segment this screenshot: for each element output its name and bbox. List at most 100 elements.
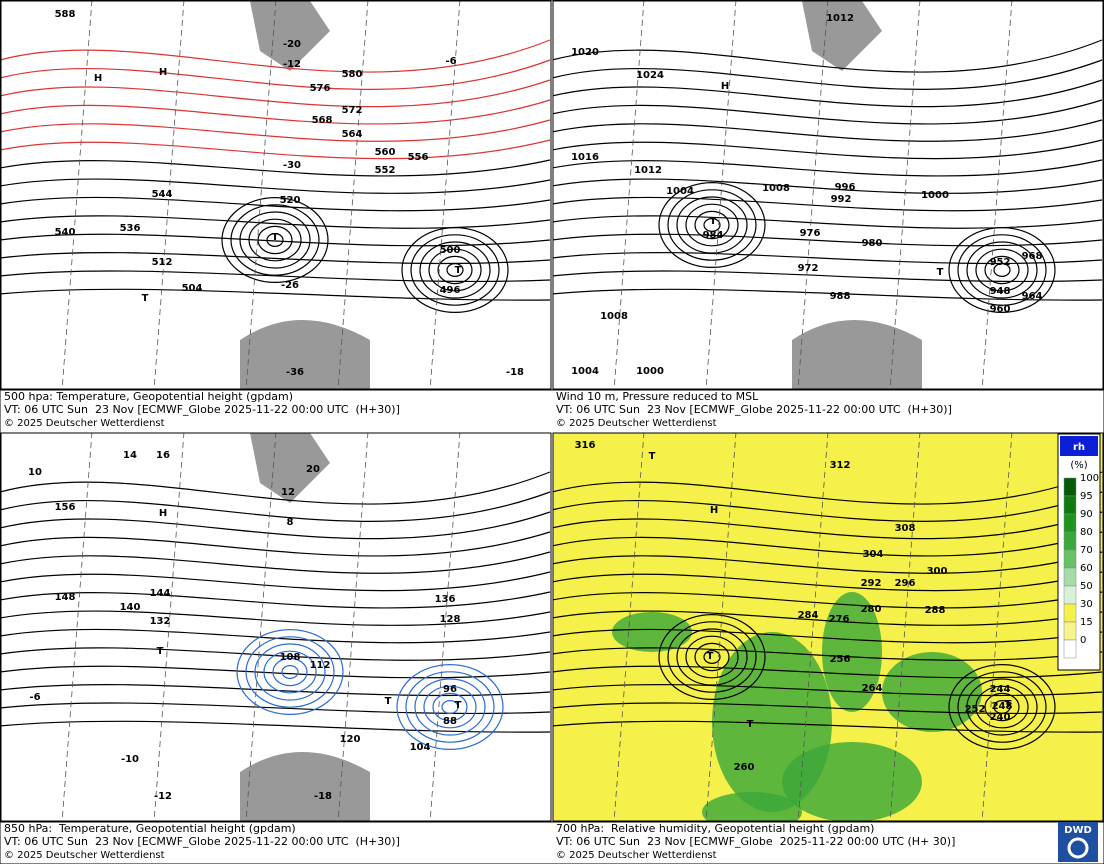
contour-label: 284 — [798, 610, 819, 621]
contour-label: 312 — [830, 460, 851, 471]
contour-label: 280 — [861, 604, 882, 615]
contour-label: H — [710, 505, 718, 516]
contour-line — [432, 692, 468, 722]
caption-line: 850 hPa: Temperature, Geopotential heigh… — [4, 822, 296, 835]
logo: DWD — [1064, 825, 1092, 836]
contour-label: 140 — [120, 602, 141, 613]
graticule — [61, 1, 93, 389]
graticule — [981, 1, 1013, 389]
contour-label: 308 — [895, 523, 916, 534]
contour-line — [236, 628, 344, 715]
contour-line — [1, 39, 551, 73]
graticule — [613, 433, 645, 821]
contour-label: T — [272, 232, 279, 243]
contour-line — [405, 671, 495, 743]
contour-line — [993, 263, 1011, 278]
humidity-area — [882, 652, 982, 732]
legend-title-bg — [1060, 436, 1098, 456]
contour-line — [1, 119, 551, 142]
contour-line — [553, 119, 1103, 142]
contour-label: 988 — [830, 291, 851, 302]
contour-line — [1, 215, 551, 229]
contour-label: 496 — [440, 285, 461, 296]
contour-line — [221, 197, 329, 284]
contour-line — [1, 551, 551, 574]
contour-line — [553, 491, 1103, 522]
legend-tick: 90 — [1080, 509, 1093, 520]
contour-label: 992 — [831, 194, 852, 205]
land — [240, 752, 370, 821]
contour-label: 288 — [925, 605, 946, 616]
graticule — [337, 1, 369, 389]
contour-label: 112 — [310, 660, 331, 671]
contour-label: H — [94, 73, 102, 84]
contour-label: 572 — [342, 105, 363, 116]
legend-tick: 70 — [1080, 545, 1093, 556]
contour-label: 104 — [410, 742, 431, 753]
caption-line: Wind 10 m, Pressure reduced to MSL — [556, 390, 759, 403]
contour-label: 252 — [965, 704, 986, 715]
contour-line — [1, 571, 551, 592]
contour-line — [553, 702, 1103, 715]
legend: rh (%) 100 95 90 80 70 60 50 30 15 0 — [1057, 433, 1101, 671]
graticule — [429, 433, 461, 821]
contour-label: 500 — [440, 245, 461, 256]
contour-line — [441, 699, 459, 714]
graticule — [245, 1, 277, 389]
contour-label: T — [142, 293, 149, 304]
contour-label: 132 — [150, 616, 171, 627]
contour-line — [553, 39, 1103, 73]
contour-line — [658, 182, 766, 269]
contour-label: 300 — [927, 566, 948, 577]
contour-label: 292 — [861, 578, 882, 589]
contour-label: 136 — [435, 594, 456, 605]
contour-label: 540 — [55, 227, 76, 238]
contour-label: T — [455, 700, 462, 711]
caption-line: © 2025 Deutscher Wetterdienst — [556, 850, 717, 861]
contour-label: 256 — [830, 654, 851, 665]
contour-label: 120 — [340, 734, 361, 745]
contour-label: 276 — [829, 614, 850, 625]
contour-line — [1, 159, 551, 177]
contour-label: 520 — [280, 195, 301, 206]
contour-label: T — [707, 651, 714, 662]
contour-label: 948 — [990, 286, 1011, 297]
graticule — [981, 433, 1013, 821]
contour-line — [553, 531, 1103, 557]
contour-line — [667, 189, 757, 261]
contour-line — [423, 685, 477, 729]
panel-border — [0, 0, 552, 390]
contour-label: 964 — [1022, 291, 1043, 302]
contour-label: 244 — [990, 684, 1011, 695]
contour-label: 96 — [443, 684, 457, 695]
contour-line — [553, 551, 1103, 574]
contour-label: 1016 — [571, 152, 599, 163]
contour-line — [1, 252, 551, 265]
contour-line — [245, 636, 335, 708]
contour-label: 980 — [862, 238, 883, 249]
map-panel: 3163123083043002962922882842802762642602… — [553, 433, 1103, 821]
contour-label: 1004 — [571, 366, 599, 377]
panel-border — [0, 432, 552, 822]
contour-line — [1, 491, 551, 522]
legend-tick: 15 — [1080, 617, 1093, 628]
contour-line — [1, 139, 551, 160]
contour-line — [553, 647, 1103, 661]
graticule — [889, 1, 921, 389]
contour-line — [984, 255, 1020, 285]
contour-line — [266, 233, 284, 248]
graticule — [153, 1, 185, 389]
caption-line: 500 hpa: Temperature, Geopotential heigh… — [4, 390, 293, 403]
contour-line — [553, 99, 1103, 125]
contour-label: 148 — [55, 592, 76, 603]
contour-label: 556 — [408, 152, 429, 163]
contour-line — [553, 139, 1103, 160]
contour-label: 1000 — [636, 366, 664, 377]
contour-label: T — [385, 696, 392, 707]
legend-swatch — [1063, 567, 1077, 587]
graticule — [337, 433, 369, 821]
legend-swatch — [1063, 621, 1077, 641]
